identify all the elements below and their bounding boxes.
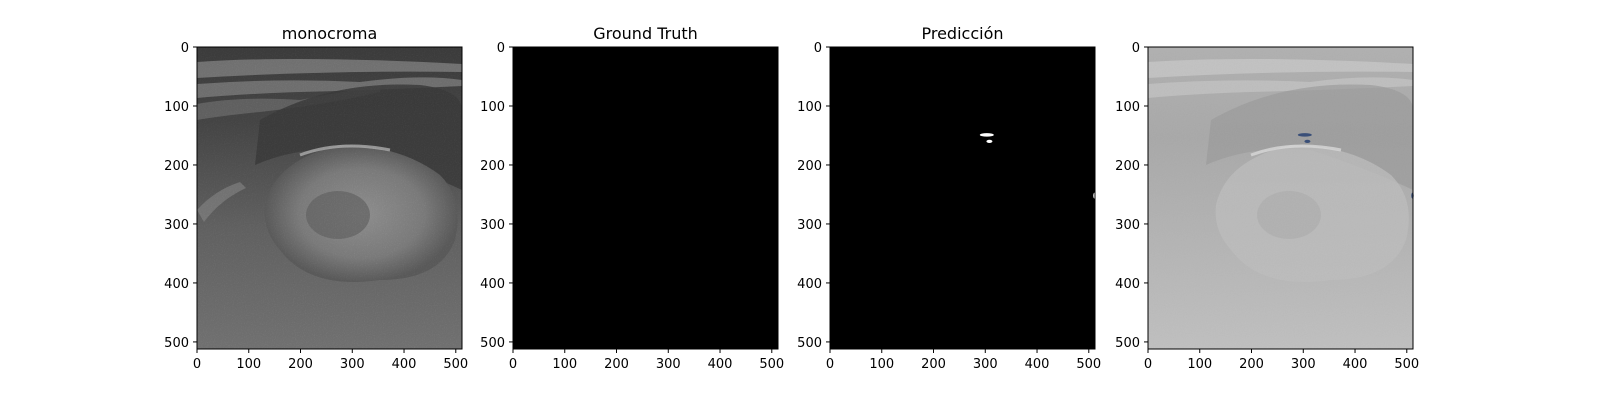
y-tick-label: 500 — [1115, 336, 1140, 351]
overlay-blob — [1297, 133, 1312, 137]
y-tick-label: 400 — [797, 277, 822, 292]
ultrasound-image — [197, 47, 462, 349]
x-tick-label: 100 — [1187, 357, 1212, 372]
y-tick-label: 400 — [480, 277, 505, 292]
ground-truth-mask — [513, 47, 778, 349]
y-tick-label: 300 — [480, 218, 505, 233]
x-tick-label: 0 — [509, 357, 517, 372]
x-tick-label: 300 — [1291, 357, 1316, 372]
y-tick-label: 100 — [164, 100, 189, 115]
x-tick-label: 500 — [1394, 357, 1419, 372]
y-tick-label: 0 — [181, 41, 189, 56]
overlay-image — [1148, 47, 1413, 349]
y-tick-label: 500 — [797, 336, 822, 351]
x-tick-label: 0 — [826, 357, 834, 372]
y-tick-label: 100 — [797, 100, 822, 115]
panel-prediction: Predicción 0 100 200 300 400 500 0 100 200 300 40… — [797, 24, 1101, 372]
x-axis: 0 100 200 300 400 500 — [826, 349, 1101, 372]
prediction-blobs — [979, 133, 1096, 199]
y-tick-label: 500 — [480, 336, 505, 351]
y-tick-label: 0 — [814, 41, 822, 56]
x-tick-label: 200 — [604, 357, 629, 372]
y-tick-label: 200 — [480, 159, 505, 174]
panel-title: Predicción — [921, 24, 1003, 43]
y-tick-label: 200 — [797, 159, 822, 174]
prediction-mask — [830, 47, 1095, 349]
y-tick-label: 0 — [497, 41, 505, 56]
y-tick-label: 200 — [164, 159, 189, 174]
y-tick-label: 300 — [797, 218, 822, 233]
panel-title: monocroma — [282, 24, 378, 43]
overlay-blob — [1304, 139, 1311, 143]
y-axis: 0 100 200 300 400 500 — [164, 41, 197, 351]
x-tick-label: 200 — [288, 357, 313, 372]
y-tick-label: 400 — [164, 277, 189, 292]
x-tick-label: 0 — [1144, 357, 1152, 372]
x-tick-label: 300 — [656, 357, 681, 372]
panel-ground-truth: Ground Truth 0 100 200 300 400 500 0 100 200 300… — [480, 24, 784, 372]
x-axis: 0 100 200 300 400 500 — [509, 349, 784, 372]
x-tick-label: 400 — [1343, 357, 1368, 372]
x-tick-label: 0 — [193, 357, 201, 372]
x-tick-label: 500 — [759, 357, 784, 372]
x-axis: 0 100 200 300 400 500 — [1144, 349, 1419, 372]
x-tick-label: 500 — [1076, 357, 1101, 372]
x-tick-label: 300 — [973, 357, 998, 372]
y-tick-label: 500 — [164, 336, 189, 351]
x-tick-label: 100 — [236, 357, 261, 372]
y-axis: 0 100 200 300 400 500 — [480, 41, 513, 351]
y-axis: 0 100 200 300 400 500 — [1115, 41, 1148, 351]
x-tick-label: 400 — [708, 357, 733, 372]
y-tick-label: 400 — [1115, 277, 1140, 292]
x-tick-label: 500 — [443, 357, 468, 372]
x-tick-label: 200 — [921, 357, 946, 372]
y-tick-label: 300 — [164, 218, 189, 233]
y-tick-label: 200 — [1115, 159, 1140, 174]
y-tick-label: 100 — [1115, 100, 1140, 115]
x-tick-label: 100 — [552, 357, 577, 372]
prediction-blob — [979, 133, 994, 137]
prediction-blob — [986, 139, 993, 143]
x-tick-label: 300 — [340, 357, 365, 372]
x-tick-label: 400 — [1025, 357, 1050, 372]
x-tick-label: 100 — [869, 357, 894, 372]
panel-title: Ground Truth — [593, 24, 698, 43]
y-axis: 0 100 200 300 400 500 — [797, 41, 830, 351]
y-tick-label: 100 — [480, 100, 505, 115]
panel-overlay: 0 100 200 300 400 500 0 100 200 300 400 500 — [1115, 41, 1419, 372]
panel-ultrasound: monocroma 0 100 200 300 400 500 0 100 200 300 400… — [164, 24, 468, 372]
x-axis: 0 100 200 300 400 500 — [193, 349, 468, 372]
y-tick-label: 300 — [1115, 218, 1140, 233]
x-tick-label: 400 — [392, 357, 417, 372]
x-tick-label: 200 — [1239, 357, 1264, 372]
y-tick-label: 0 — [1132, 41, 1140, 56]
